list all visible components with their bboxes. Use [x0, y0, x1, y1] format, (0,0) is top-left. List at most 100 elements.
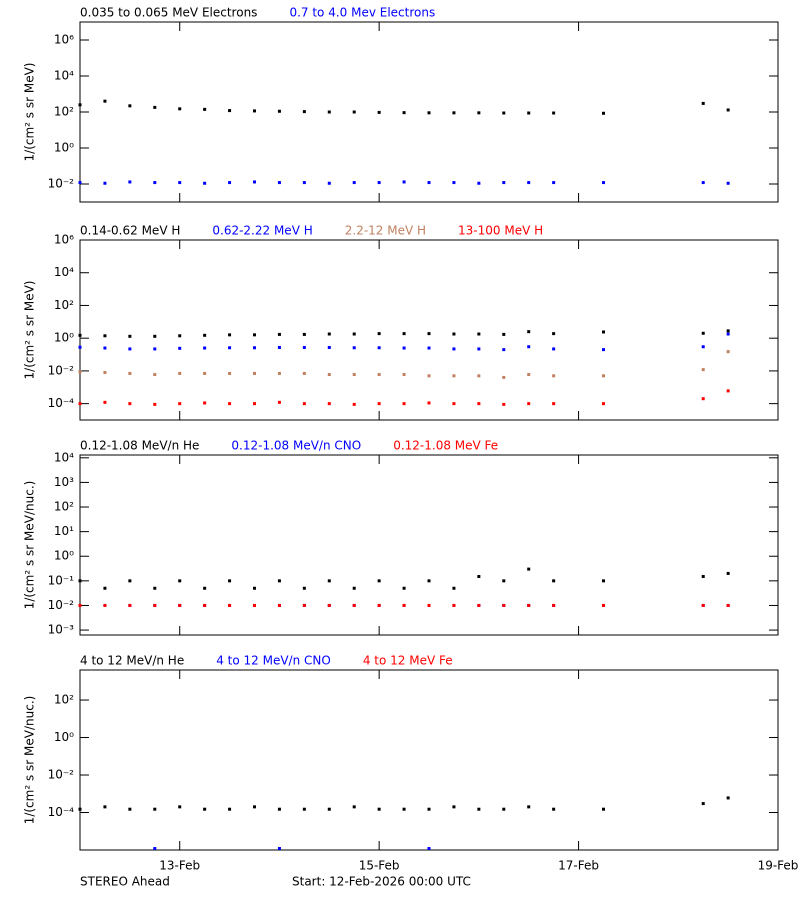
data-point — [527, 373, 531, 377]
data-point — [128, 603, 132, 607]
data-point — [477, 575, 481, 579]
data-point — [153, 334, 157, 338]
data-point — [527, 111, 531, 115]
data-point — [178, 579, 182, 583]
data-point — [128, 334, 132, 338]
x-tick-label: 17-Feb — [558, 859, 599, 873]
data-point — [352, 346, 356, 350]
y-tick-label: 10² — [54, 500, 74, 514]
data-point — [277, 400, 281, 404]
data-point — [552, 111, 556, 115]
data-point — [78, 402, 82, 406]
data-point — [302, 371, 306, 375]
data-point — [277, 332, 281, 336]
data-point — [203, 346, 207, 350]
data-point — [726, 329, 730, 333]
y-axis-label: 1/(cm² s sr MeV) — [23, 281, 37, 380]
data-point — [552, 807, 556, 811]
data-point — [253, 346, 256, 350]
data-point — [452, 402, 456, 406]
data-point — [302, 586, 306, 590]
data-point — [402, 402, 406, 406]
data-point — [502, 807, 506, 811]
data-point — [402, 586, 406, 590]
data-point — [701, 101, 705, 105]
data-point — [128, 180, 132, 184]
data-point — [477, 111, 481, 115]
data-point — [253, 805, 256, 809]
data-point — [228, 402, 232, 406]
data-point — [452, 586, 456, 590]
data-point — [701, 575, 705, 579]
data-point — [352, 603, 356, 607]
data-point — [527, 567, 531, 571]
data-point — [552, 603, 556, 607]
data-point — [228, 333, 232, 337]
data-point — [178, 107, 182, 111]
legend-entry: 4 to 12 MeV Fe — [363, 654, 453, 668]
data-point — [552, 402, 556, 406]
data-point — [452, 374, 456, 378]
data-point — [178, 805, 182, 809]
y-tick-label: 10² — [54, 105, 74, 119]
data-point — [103, 586, 107, 590]
data-point — [103, 334, 107, 338]
data-point — [427, 332, 431, 336]
data-point — [402, 332, 406, 336]
data-point — [602, 348, 605, 352]
data-point — [452, 603, 456, 607]
data-point — [402, 373, 406, 377]
legend-entry: 4 to 12 MeV/n CNO — [216, 654, 331, 668]
legend-entry: 2.2-12 MeV H — [345, 224, 426, 238]
y-tick-label: 10⁻² — [48, 598, 75, 612]
data-point — [302, 345, 306, 349]
data-point — [128, 371, 132, 375]
legend-entry: 0.12-1.08 MeV Fe — [393, 439, 498, 453]
data-point — [103, 99, 107, 103]
data-point — [253, 402, 256, 406]
data-point — [253, 586, 256, 590]
data-point — [377, 110, 381, 114]
data-point — [427, 807, 431, 811]
data-point — [726, 389, 730, 393]
data-point — [128, 347, 132, 351]
data-point — [78, 345, 82, 349]
y-tick-label: 10⁻² — [48, 768, 75, 782]
data-point — [701, 802, 705, 806]
data-point — [477, 402, 481, 406]
data-point — [78, 181, 82, 185]
data-point — [552, 347, 556, 351]
y-tick-label: 10⁻² — [48, 363, 75, 377]
data-point — [277, 109, 281, 113]
data-point — [527, 181, 531, 185]
data-point — [203, 371, 207, 375]
data-point — [228, 109, 232, 113]
data-point — [502, 111, 506, 115]
data-point — [277, 371, 281, 375]
y-tick-label: 10⁴ — [54, 265, 74, 279]
data-point — [377, 181, 381, 185]
data-point — [602, 374, 605, 378]
data-point — [203, 181, 207, 185]
data-point — [277, 603, 281, 607]
legend-entry: 0.62-2.22 MeV H — [212, 224, 312, 238]
data-point — [128, 579, 132, 583]
data-point — [726, 603, 730, 607]
plot-frame — [79, 669, 779, 851]
data-point — [427, 374, 431, 378]
x-tick-label: 15-Feb — [359, 859, 400, 873]
data-point — [527, 330, 531, 334]
data-point — [452, 332, 456, 336]
data-point — [78, 103, 82, 107]
data-point — [352, 110, 356, 114]
data-point — [377, 346, 381, 350]
y-tick-label: 10⁴ — [54, 450, 74, 464]
data-point — [602, 807, 605, 811]
data-point — [178, 334, 182, 338]
data-point — [153, 105, 157, 109]
data-point — [602, 603, 605, 607]
data-point — [78, 370, 82, 374]
y-tick-label: 10⁻¹ — [48, 573, 75, 587]
data-point — [552, 579, 556, 583]
